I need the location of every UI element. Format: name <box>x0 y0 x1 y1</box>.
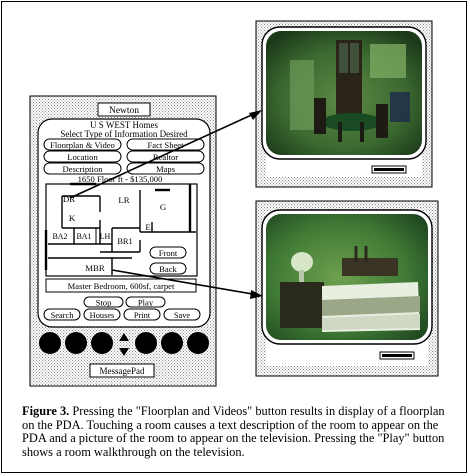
maps-button[interactable]: Maps <box>126 162 205 175</box>
television-top <box>255 20 433 188</box>
search-button[interactable]: Search <box>43 308 81 321</box>
room-g[interactable]: G <box>160 202 167 212</box>
hardware-button-3[interactable] <box>91 332 113 354</box>
pda-name-plate <box>97 102 151 117</box>
svg-text:Stop: Stop <box>96 298 112 308</box>
floorplan[interactable] <box>44 182 198 277</box>
room-dr[interactable]: DR <box>63 194 75 204</box>
svg-text:Description: Description <box>62 164 103 174</box>
figure-caption: Figure 3. Pressing the "Floorplan and Vi… <box>22 404 454 459</box>
tv-bottom-picture <box>266 214 428 340</box>
svg-text:Save: Save <box>174 311 191 320</box>
svg-text:Play: Play <box>138 298 154 308</box>
hardware-button-1[interactable] <box>39 332 61 354</box>
pda-info-line: 1650 Floor ft - $135,000 <box>78 174 163 184</box>
play-button[interactable]: Play <box>125 296 166 308</box>
houses-button[interactable]: Houses <box>83 308 121 321</box>
room-description-box <box>45 278 197 293</box>
pda-header-line1: U S WEST Homes <box>90 120 158 130</box>
description-button[interactable]: Description <box>43 162 122 175</box>
television-bottom <box>255 200 439 377</box>
svg-text:Search: Search <box>51 311 75 320</box>
scroll-arrows-icon[interactable] <box>119 333 129 356</box>
hardware-button-5[interactable] <box>161 332 183 354</box>
svg-text:Front: Front <box>159 248 178 258</box>
svg-text:Print: Print <box>134 311 151 320</box>
hardware-button-4[interactable] <box>135 332 157 354</box>
svg-text:Back: Back <box>159 264 177 274</box>
room-ba1[interactable]: BA1 <box>76 232 91 241</box>
room-description: Master Bedroom, 600sf, carpet <box>68 281 175 291</box>
svg-text:Fact Sheet: Fact Sheet <box>147 140 184 150</box>
arrow-to-bottom-tv <box>111 269 263 299</box>
pda-device: Newton U S WEST Homes Select Type of Inf… <box>29 95 217 387</box>
room-br1[interactable]: BR1 <box>117 237 132 246</box>
room-ba2[interactable]: BA2 <box>52 232 67 241</box>
arrow-to-top-tv <box>69 110 262 199</box>
room-mbr[interactable]: MBR <box>85 263 105 273</box>
fact-sheet-button[interactable]: Fact Sheet <box>126 138 205 151</box>
svg-text:Floorplan & Video: Floorplan & Video <box>50 140 115 150</box>
svg-text:Houses: Houses <box>90 311 115 320</box>
tv-top-picture <box>266 31 422 155</box>
room-k[interactable]: K <box>69 213 76 223</box>
room-lr[interactable]: LR <box>118 195 129 205</box>
svg-text:Realtor: Realtor <box>153 152 178 162</box>
figure-label: Figure 3. <box>22 404 70 418</box>
room-lh[interactable]: LH <box>100 232 111 241</box>
location-button[interactable]: Location <box>43 150 122 163</box>
print-button[interactable]: Print <box>123 308 161 321</box>
save-button[interactable]: Save <box>163 308 201 321</box>
stop-button[interactable]: Stop <box>83 296 124 308</box>
room-e[interactable]: E <box>145 222 150 232</box>
pda-name: Newton <box>109 106 139 116</box>
front-button[interactable]: Front <box>149 246 187 259</box>
hardware-button-6[interactable] <box>187 332 209 354</box>
caption-text: Pressing the "Floorplan and Videos" butt… <box>22 404 445 459</box>
pda-footer-plate <box>89 363 155 378</box>
floorplan-video-button[interactable]: Floorplan & Video <box>43 138 122 151</box>
svg-text:Maps: Maps <box>156 164 176 174</box>
pda-footer-label: MessagePad <box>100 366 145 376</box>
realtor-button[interactable]: Realtor <box>126 150 205 163</box>
pda-header-line2: Select Type of Information Desired <box>60 129 188 139</box>
hardware-button-2[interactable] <box>65 332 87 354</box>
back-button[interactable]: Back <box>149 262 187 275</box>
svg-text:Location: Location <box>67 152 98 162</box>
